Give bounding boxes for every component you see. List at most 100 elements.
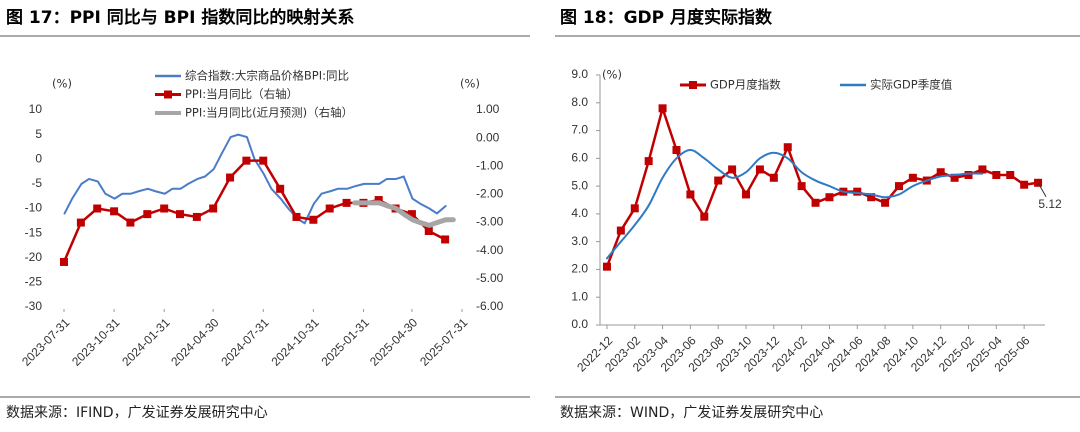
- data-point: [441, 235, 450, 244]
- data-point: [192, 212, 201, 221]
- series-line: [352, 200, 456, 228]
- y2-tick-label: -3.00: [476, 215, 504, 229]
- series-line: [62, 159, 447, 264]
- legend: GDP月度指数 实际GDP季度值: [680, 78, 953, 92]
- legend-label: 综合指数:大宗商品价格BPI:同比: [185, 69, 349, 83]
- data-label: 5.12: [1038, 197, 1062, 211]
- data-point: [259, 156, 268, 165]
- legend: 综合指数:大宗商品价格BPI:同比 PPI:当月同比（右轴） PPI:当月同比(近月…: [155, 69, 353, 120]
- data-point: [325, 204, 334, 213]
- data-point: [424, 227, 433, 236]
- data-point: [1006, 171, 1015, 179]
- y-tick-label: 5.0: [571, 178, 588, 192]
- data-point: [936, 168, 945, 177]
- y2-tick-label: -5.00: [476, 271, 504, 285]
- data-point: [881, 198, 890, 207]
- legend-marker: [689, 81, 697, 89]
- data-point: [1020, 180, 1029, 189]
- data-point: [602, 262, 611, 271]
- y-tick-label: 0: [35, 151, 42, 165]
- series-line: [605, 149, 984, 260]
- y-tick-label: -20: [25, 250, 43, 264]
- x-tick-label: 2024-01-31: [119, 315, 173, 369]
- data-point: [76, 218, 85, 227]
- data-point: [825, 193, 834, 202]
- y-tick-label: -25: [25, 275, 43, 289]
- x-tick-label: 2024-04-30: [168, 315, 222, 369]
- data-point: [783, 143, 792, 152]
- data-point: [342, 198, 351, 207]
- data-point: [658, 104, 667, 113]
- data-label-leader: [1037, 182, 1047, 198]
- data-point: [964, 171, 973, 179]
- x-tick-label: 2025-04-30: [367, 315, 421, 369]
- x-tick-label: 2023-07-31: [19, 315, 73, 369]
- y-tick-label: 4.0: [571, 206, 588, 220]
- data-point: [811, 198, 820, 207]
- data-point: [226, 173, 235, 182]
- chart-title: 图 17：PPI 同比与 BPI 指数同比的映射关系: [6, 7, 354, 28]
- y2-tick-label: -4.00: [476, 243, 504, 257]
- y2-tick-label: 1.00: [476, 102, 500, 116]
- y-tick-label: 2.0: [571, 262, 588, 276]
- data-point: [853, 187, 862, 196]
- data-point: [110, 207, 119, 216]
- legend-label: 实际GDP季度值: [870, 78, 953, 92]
- data-point: [407, 210, 416, 219]
- y2-tick-label: -1.00: [476, 158, 504, 172]
- y-tick-label: 1.0: [571, 289, 588, 303]
- data-point: [728, 165, 737, 174]
- data-point: [672, 146, 681, 154]
- data-point: [894, 182, 903, 191]
- y-tick-label: 10: [29, 102, 43, 116]
- y-tick-label: -5: [31, 176, 42, 190]
- data-point: [175, 210, 184, 219]
- data-point: [276, 184, 285, 193]
- series-line: [63, 133, 447, 225]
- data-point: [616, 226, 625, 235]
- legend-label: PPI:当月同比(近月预测)（右轴）: [185, 106, 353, 120]
- x-tick-label: 2023-10-31: [69, 315, 123, 369]
- y-axis-unit: (%): [52, 77, 72, 91]
- y-tick-label: 9.0: [571, 67, 588, 81]
- data-point: [292, 212, 301, 221]
- y-tick-label: 0.0: [571, 317, 588, 331]
- data-point: [950, 173, 959, 182]
- data-point: [309, 215, 318, 224]
- chart-title: 图 18：GDP 月度实际指数: [560, 7, 773, 28]
- chart: (%)0.01.02.03.04.05.06.07.08.09.02022-12…: [571, 67, 1062, 374]
- data-point: [797, 182, 806, 191]
- data-point: [867, 193, 876, 202]
- data-point: [755, 165, 764, 174]
- y2-tick-label: 0.00: [476, 130, 500, 144]
- x-tick-label: 2025-07-31: [417, 315, 471, 369]
- y-tick-label: -30: [25, 299, 43, 313]
- legend-label: GDP月度指数: [710, 78, 781, 92]
- y-tick-label: 7.0: [571, 123, 588, 137]
- source-note: 数据来源：WIND，广发证券发展研究中心: [560, 405, 823, 421]
- y2-tick-label: -2.00: [476, 187, 504, 201]
- data-point: [686, 190, 695, 199]
- chart: (%) (%) -30 -25 -20 -15 -10 -5 0 5 10 -6.00 -5.00 -4.…: [19, 69, 504, 369]
- y-tick-label: 3.0: [571, 234, 588, 248]
- x-tick-label: 2025-01-31: [319, 315, 373, 369]
- y-axis-unit: (%): [602, 68, 622, 82]
- y-tick-label: 6.0: [571, 151, 588, 165]
- data-point: [630, 204, 639, 213]
- data-point: [60, 257, 68, 266]
- legend-marker: [164, 90, 172, 99]
- y2-axis-unit: (%): [460, 77, 480, 91]
- data-point: [700, 212, 709, 221]
- data-point: [126, 218, 135, 227]
- data-point: [644, 157, 653, 166]
- data-point: [978, 165, 987, 174]
- y2-tick-label: -6.00: [476, 299, 504, 313]
- data-point: [742, 190, 751, 199]
- y-tick-label: 8.0: [571, 95, 588, 109]
- data-point: [143, 210, 152, 219]
- data-point: [992, 171, 1001, 179]
- y-tick-label: 5: [35, 127, 42, 141]
- x-tick-label: 2024-10-31: [268, 315, 322, 369]
- data-point: [209, 204, 218, 213]
